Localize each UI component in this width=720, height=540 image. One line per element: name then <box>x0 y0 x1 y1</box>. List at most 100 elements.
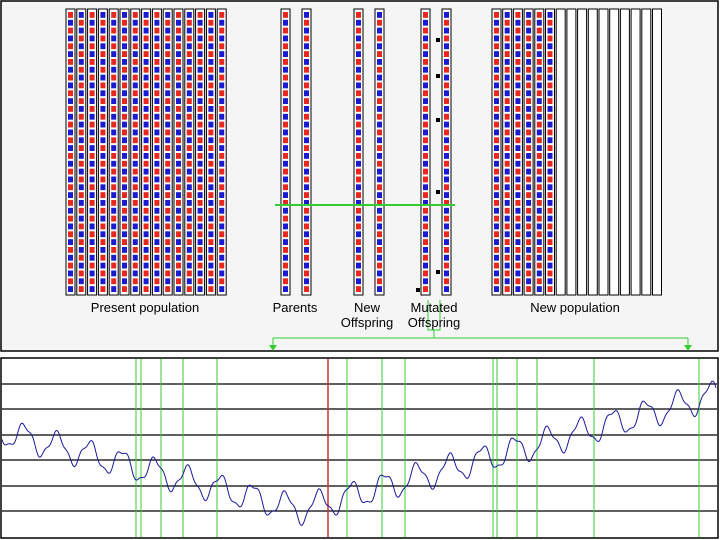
gene <box>143 286 149 292</box>
gene <box>111 176 117 183</box>
gene <box>536 176 542 183</box>
gene <box>219 176 225 183</box>
gene <box>494 192 499 198</box>
gene <box>132 160 138 167</box>
gene <box>68 215 73 222</box>
gene <box>68 137 73 144</box>
gene <box>68 106 73 112</box>
gene <box>68 121 73 128</box>
gene <box>504 215 510 222</box>
gene <box>89 113 95 120</box>
gene <box>122 215 127 222</box>
mutated-offspring-label-line1: Mutated <box>410 300 458 315</box>
gene <box>547 113 553 120</box>
present-chromosome <box>184 8 195 296</box>
gene <box>89 176 95 183</box>
gene <box>526 176 532 183</box>
chromosome-outline <box>108 8 119 296</box>
gene <box>89 168 95 175</box>
gene <box>68 35 73 42</box>
empty-slot <box>641 8 652 296</box>
gene <box>100 247 106 253</box>
gene <box>444 200 449 206</box>
gene <box>494 200 499 206</box>
gene <box>100 278 106 285</box>
gene <box>547 12 553 18</box>
gene <box>504 74 510 81</box>
gene <box>132 262 138 269</box>
gene <box>122 254 127 261</box>
gene <box>165 168 171 175</box>
gene <box>68 247 73 253</box>
gene <box>423 74 428 81</box>
gene <box>444 231 449 238</box>
gene <box>111 12 117 18</box>
gene <box>176 106 181 112</box>
gene <box>423 262 428 269</box>
gene <box>132 121 138 128</box>
gene <box>154 27 160 34</box>
gene <box>444 59 449 65</box>
gene <box>526 19 532 26</box>
present-chromosome <box>173 8 184 296</box>
gene <box>377 207 382 214</box>
gene <box>197 113 203 120</box>
gene <box>283 200 288 206</box>
gene <box>186 231 192 238</box>
gene <box>219 129 225 136</box>
chromosome-outline <box>630 8 641 296</box>
present-chromosome <box>76 8 87 296</box>
gene <box>504 121 510 128</box>
gene <box>515 168 521 175</box>
gene <box>444 121 449 128</box>
gene <box>111 247 117 253</box>
gene <box>536 113 542 120</box>
gene <box>423 247 428 253</box>
fitness-curve <box>1 380 717 526</box>
gene <box>423 176 428 183</box>
new-population-chromosome <box>523 8 534 296</box>
gene <box>444 153 449 159</box>
gene <box>176 59 181 65</box>
gene <box>547 121 553 128</box>
gene <box>304 200 309 206</box>
gene <box>504 160 510 167</box>
gene <box>154 168 160 175</box>
gene <box>356 153 361 159</box>
gene <box>208 113 214 120</box>
gene <box>132 82 138 89</box>
gene <box>154 43 160 50</box>
gene <box>515 98 521 104</box>
gene <box>515 153 521 159</box>
gene <box>122 129 127 136</box>
new-offspring-label-line1: New <box>353 300 380 315</box>
gene <box>283 113 288 120</box>
gene <box>68 286 73 292</box>
gene <box>536 59 542 65</box>
gene <box>100 98 106 104</box>
gene <box>494 43 499 50</box>
gene <box>283 82 288 89</box>
gene <box>356 12 361 18</box>
gene <box>176 27 181 34</box>
gene <box>89 59 95 65</box>
gene <box>494 286 499 292</box>
gene <box>494 129 499 136</box>
gene <box>100 137 106 144</box>
gene <box>165 231 171 238</box>
gene <box>111 278 117 285</box>
new-offspring-label-line2: Offspring <box>340 315 394 330</box>
gene <box>526 207 532 214</box>
gene <box>154 66 160 73</box>
gene <box>100 82 106 89</box>
gene <box>283 207 288 214</box>
gene <box>356 278 361 285</box>
gene <box>132 168 138 175</box>
gene <box>68 239 73 245</box>
gene <box>208 278 214 285</box>
gene <box>283 262 288 269</box>
gene <box>444 192 449 198</box>
gene <box>208 74 214 81</box>
gene <box>377 262 382 269</box>
gene <box>547 145 553 151</box>
